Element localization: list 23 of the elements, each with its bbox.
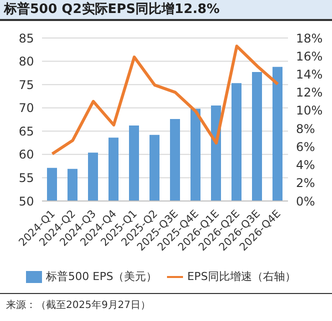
legend-label: EPS同比增速（右轴） — [187, 270, 296, 284]
y-tick-label: 80 — [18, 54, 34, 69]
y2-tick-label: 6% — [296, 140, 316, 154]
y2-tick-label: 10% — [296, 104, 323, 118]
y-tick-label: 50 — [18, 194, 34, 208]
y-tick-label: 70 — [18, 101, 34, 116]
y2-tick-label: 18% — [296, 31, 323, 46]
line-series — [50, 44, 280, 156]
source-note: 来源：（截至2025年9月27日） — [6, 298, 152, 312]
y-tick-label: 75 — [18, 78, 34, 92]
y2-tick-label: 2% — [296, 176, 316, 190]
y2-tick-label: 4% — [296, 158, 316, 172]
chart-title: 标普500 Q2实际EPS同比增12.8% — [0, 0, 332, 21]
y-tick-label: 65 — [18, 124, 34, 138]
y-tick-label: 85 — [18, 31, 34, 46]
y2-tick-label: 8% — [296, 122, 316, 136]
y2-tick-label: 12% — [296, 86, 323, 100]
y-tick-label: 60 — [18, 148, 34, 162]
legend-label: 标普500 EPS（美元） — [46, 270, 158, 284]
y2-tick-label: 0% — [296, 194, 316, 208]
y-tick-label: 55 — [18, 170, 34, 185]
y2-tick-label: 14% — [296, 67, 323, 82]
y2-tick-label: 16% — [296, 49, 323, 64]
